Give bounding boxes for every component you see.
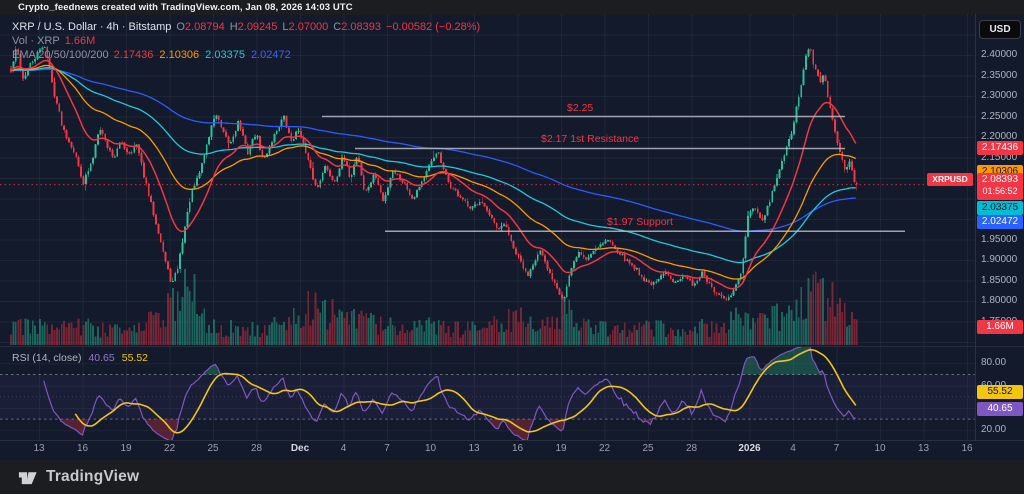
attribution-text: Crypto_feednews created with TradingView… [18, 2, 353, 13]
price-axis-tick: 2.15000 [981, 151, 1018, 163]
time-axis-tick: Dec [290, 443, 310, 454]
rsi-ma-line [74, 348, 857, 434]
axis-label-volume: 1.66M [977, 320, 1023, 334]
rsi-line [43, 347, 856, 441]
price-axis-tick: 2.25000 [981, 110, 1018, 122]
ema-value: 2.02472 [250, 49, 291, 61]
time-axis-tick: 22 [598, 443, 611, 454]
axis-label-last: 2.08393 01:56:52 [977, 172, 1023, 200]
symbol-legend: XRP / U.S. Dollar · 4h · Bitstamp O2.087… [12, 21, 480, 63]
price-axis-tick: 1.95000 [981, 233, 1018, 245]
gridlines [0, 14, 975, 441]
axis-label-rsi: 40.65 [977, 402, 1023, 416]
symbol-title[interactable]: XRP / U.S. Dollar · 4h · Bitstamp [12, 21, 172, 33]
candles [10, 46, 858, 302]
close-value: 2.08393 [341, 21, 382, 33]
time-axis-tick: 4 [340, 443, 347, 454]
ema-lines [9, 59, 857, 290]
time-axis-tick: 28 [250, 443, 263, 454]
price-axis-tick: 1.80000 [981, 295, 1018, 306]
price-axis-tick: 1.90000 [981, 254, 1018, 265]
time-axis-tick: 28 [685, 443, 698, 454]
rsi-legend: RSI (14, close) 40.65 55.52 [12, 352, 148, 364]
rsi-title: RSI (14, close) [12, 352, 82, 364]
ema100-line [9, 67, 856, 264]
time-axis-tick: 10 [874, 443, 886, 454]
price-axis-tick: 2.20000 [981, 131, 1018, 142]
axis-label-ema20: 2.17436 [977, 141, 1023, 155]
footer-bar: TradingView [0, 460, 1024, 494]
ema-row: EMA 20/50/100/200 2.17436 2.10306 2.03375 2… [12, 49, 480, 62]
axis-label-ema100: 2.03375 [977, 201, 1023, 215]
time-axis-tick: 25 [642, 443, 654, 454]
time-axis-tick: 16 [961, 443, 973, 454]
time-axis-tick: 7 [384, 443, 390, 454]
time-axis-tick: 13 [468, 443, 480, 454]
rsi-band [0, 374, 975, 420]
ema-label: EMA 20/50/100/200 [12, 49, 109, 61]
time-axis-tick: 22 [163, 443, 176, 454]
currency-toggle-button[interactable]: USD [979, 20, 1021, 39]
rsi-axis-tick: 20.00 [981, 424, 1007, 436]
ema-value: 2.03375 [205, 49, 245, 61]
rsi-oversold-fill [59, 419, 727, 441]
ema200-line [9, 68, 856, 233]
price-axis-tick: 2.30000 [981, 90, 1018, 101]
rsi-value: 40.65 [88, 352, 115, 364]
axis-label-ema200: 2.02472 [977, 215, 1023, 229]
ema20-line [9, 59, 857, 290]
time-axis-tick: 16 [76, 443, 89, 454]
time-axis-tick: 2026 [738, 443, 761, 454]
low-value: 2.07000 [288, 21, 329, 33]
time-axis-tick: 19 [555, 443, 567, 454]
ema-value: 2.10306 [159, 49, 200, 61]
time-axis-tick: 13 [917, 443, 930, 454]
time-axis-tick: 7 [833, 443, 840, 454]
price-axis-tick: 2.40000 [981, 49, 1018, 60]
volume-label: Vol · XRP [12, 35, 60, 47]
time-axis-tick: 19 [120, 443, 132, 454]
time-axis-tick: 16 [511, 443, 524, 454]
rsi-axis-tick: 80.00 [981, 357, 1007, 369]
volume-row: Vol · XRP 1.66M [12, 35, 480, 48]
time-axis-tick: 10 [424, 443, 437, 454]
time-axis-tick: 4 [790, 443, 796, 454]
volume-bars [10, 269, 858, 345]
axis-label-rsi-ma: 55.52 [977, 385, 1023, 399]
symbol-price-tag: XRPUSD [927, 173, 973, 186]
annotation-label-0: $2.25 [567, 101, 594, 114]
time-axis-tick: 13 [33, 443, 45, 454]
symbol-row: XRP / U.S. Dollar · 4h · Bitstamp O2.087… [12, 21, 481, 33]
attribution-bar: Crypto_feednews created with TradingView… [0, 0, 1024, 15]
rsi-overbought-fill [202, 347, 825, 375]
tradingview-logo-icon [17, 467, 38, 488]
annotation-label-2: $1.97 Support [607, 216, 673, 229]
rsi-ma-value: 55.52 [121, 352, 149, 364]
tradingview-wordmark[interactable]: TradingView [46, 468, 140, 485]
ema-values: 2.17436 2.10306 2.03375 2.02472 [114, 49, 297, 62]
change-value: −0.00582 (−0.28%) [386, 21, 481, 33]
time-axis-tick: 25 [207, 443, 219, 454]
annotation-label-1: $2.17 1st Resistance [541, 133, 640, 146]
price-axis-tick: 2.35000 [981, 69, 1018, 81]
chart-canvas[interactable] [0, 14, 1024, 460]
price-axis-tick: 1.85000 [981, 274, 1018, 286]
ema-value: 2.17436 [113, 49, 154, 61]
high-value: 2.09245 [237, 21, 278, 33]
volume-value: 1.66M [64, 35, 96, 47]
open-value: 2.08794 [184, 21, 225, 33]
ema50-line [9, 64, 857, 280]
